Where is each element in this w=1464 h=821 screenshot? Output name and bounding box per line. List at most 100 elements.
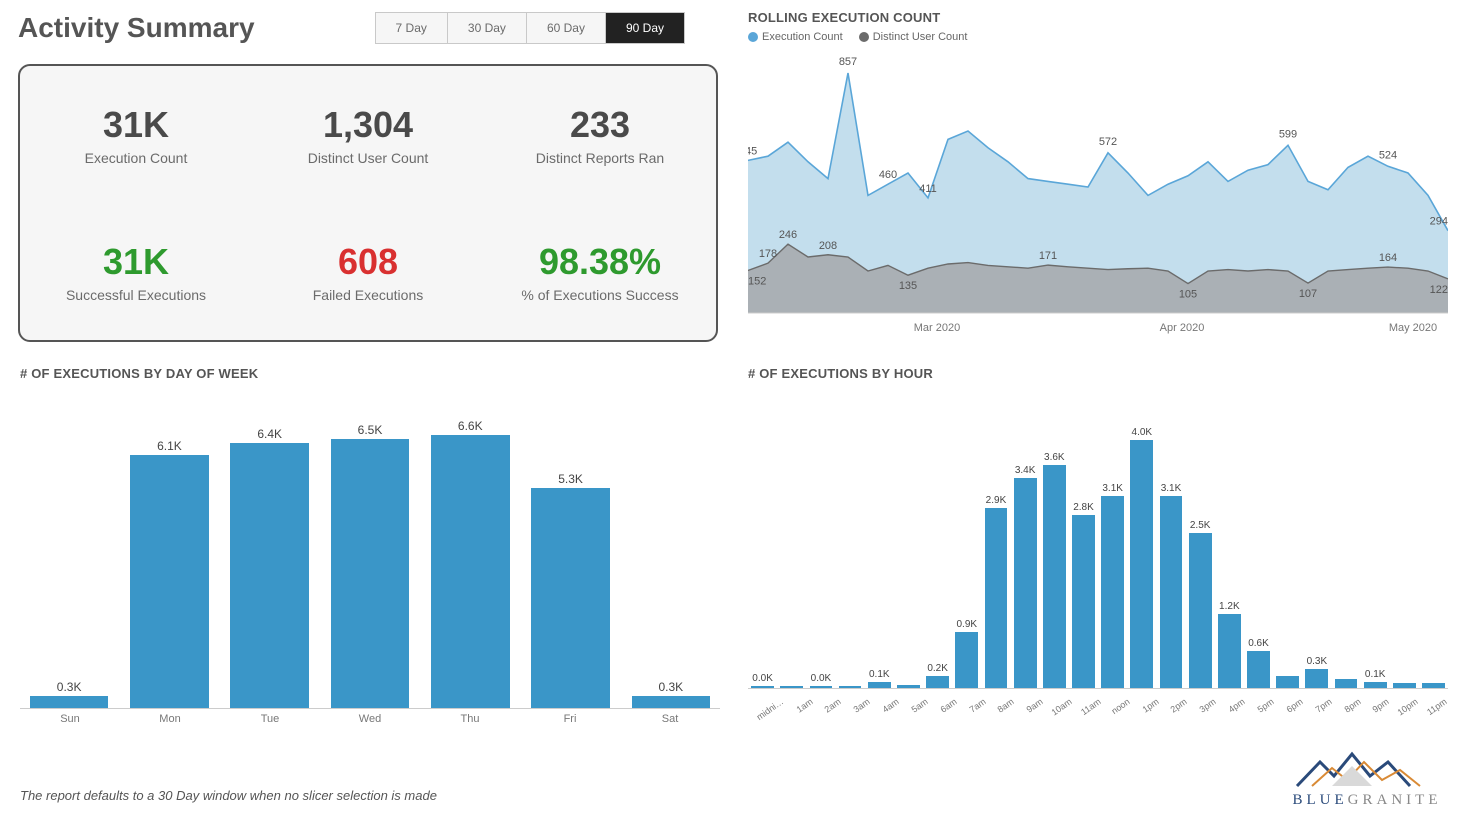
executions-by-day-chart: 0.3K6.1K6.4K6.5K6.6K5.3K0.3K xyxy=(20,399,720,709)
logo-mountains-icon xyxy=(1292,748,1442,794)
svg-text:599: 599 xyxy=(1279,128,1297,140)
hour-bar-6pm xyxy=(1273,674,1302,688)
hour-bar-3pm: 2.5K xyxy=(1186,520,1215,688)
kpi-label: Failed Executions xyxy=(313,287,424,303)
kpi-label: Distinct Reports Ran xyxy=(536,150,664,166)
svg-text:178: 178 xyxy=(759,248,777,260)
hour-bar-1pm: 4.0K xyxy=(1127,427,1156,688)
dow-bar-tue: 6.4K xyxy=(221,427,319,708)
executions-by-hour-chart: 0.0K0.0K0.1K0.2K0.9K2.9K3.4K3.6K2.8K3.1K… xyxy=(748,399,1448,689)
dow-label: Sat xyxy=(620,713,720,727)
dow-bar-sun: 0.3K xyxy=(20,680,118,708)
hour-bar-4pm: 1.2K xyxy=(1215,601,1244,688)
dow-label: Mon xyxy=(120,713,220,727)
hour-bar-10pm xyxy=(1390,681,1419,688)
hour-bar-5am xyxy=(894,683,923,688)
svg-text:545: 545 xyxy=(748,145,757,157)
hour-bar-8pm xyxy=(1331,677,1360,688)
svg-text:122: 122 xyxy=(1430,284,1448,296)
dow-label: Thu xyxy=(420,713,520,727)
hour-bar-9pm: 0.1K xyxy=(1361,669,1390,688)
dow-label: Fri xyxy=(520,713,620,727)
svg-text:Mar 2020: Mar 2020 xyxy=(914,322,960,334)
kpi-value: 31K xyxy=(103,104,169,146)
hour-bar-11pm xyxy=(1419,681,1448,688)
report-footnote: The report defaults to a 30 Day window w… xyxy=(20,788,437,803)
svg-text:294: 294 xyxy=(1430,216,1448,228)
dow-label: Sun xyxy=(20,713,120,727)
hour-bar-3am xyxy=(836,684,865,688)
hour-bar-2am: 0.0K xyxy=(806,673,835,688)
hour-label: midni… xyxy=(755,693,798,732)
tab-30-day[interactable]: 30 Day xyxy=(448,13,527,43)
rolling-chart-title: ROLLING EXECUTION COUNT xyxy=(748,10,1448,25)
tab-60-day[interactable]: 60 Day xyxy=(527,13,606,43)
svg-text:Apr 2020: Apr 2020 xyxy=(1160,322,1205,334)
kpi-successful-executions: 31K Successful Executions xyxy=(20,203,252,340)
hour-bar-11am: 2.8K xyxy=(1069,502,1098,688)
svg-text:246: 246 xyxy=(779,229,797,241)
dow-bar-thu: 6.6K xyxy=(421,419,519,708)
kpi-value: 608 xyxy=(338,241,398,283)
kpi-value: 98.38% xyxy=(539,241,661,283)
page-title: Activity Summary xyxy=(18,12,255,44)
hour-label: 11pm xyxy=(1424,693,1460,728)
kpi-label: Distinct User Count xyxy=(308,150,429,166)
hour-bar-7am: 0.9K xyxy=(952,619,981,688)
svg-text:857: 857 xyxy=(839,56,857,68)
hour-chart-title: # OF EXECUTIONS BY HOUR xyxy=(748,366,1448,381)
kpi-label: % of Executions Success xyxy=(521,287,678,303)
svg-text:208: 208 xyxy=(819,240,837,252)
hour-bar-1am xyxy=(777,684,806,688)
hour-bar-midni: 0.0K xyxy=(748,673,777,688)
dow-chart-title: # OF EXECUTIONS BY DAY OF WEEK xyxy=(20,366,720,381)
hour-bar-6am: 0.2K xyxy=(923,663,952,688)
svg-text:May 2020: May 2020 xyxy=(1389,322,1437,334)
rolling-execution-chart: Mar 2020 Apr 2020 May 2020 545 857 460 411 572 5… xyxy=(748,47,1448,337)
tab-90-day[interactable]: 90 Day xyxy=(606,13,684,43)
dow-bar-mon: 6.1K xyxy=(120,439,218,708)
time-range-tabs: 7 Day30 Day60 Day90 Day xyxy=(375,12,685,44)
legend-item: Execution Count xyxy=(748,31,843,43)
svg-text:460: 460 xyxy=(879,169,897,181)
bluegranite-logo: BLUEGRANITE xyxy=(1292,748,1442,809)
dow-label: Tue xyxy=(220,713,320,727)
kpi-value: 1,304 xyxy=(323,104,413,146)
kpi-value: 31K xyxy=(103,241,169,283)
dow-bar-sat: 0.3K xyxy=(622,680,720,708)
kpi-distinct-reports-ran: 233 Distinct Reports Ran xyxy=(484,66,716,203)
svg-text:524: 524 xyxy=(1379,149,1397,161)
tab-7-day[interactable]: 7 Day xyxy=(376,13,448,43)
kpi-execution-count: 31K Execution Count xyxy=(20,66,252,203)
svg-text:152: 152 xyxy=(748,275,766,287)
kpi-distinct-user-count: 1,304 Distinct User Count xyxy=(252,66,484,203)
svg-text:572: 572 xyxy=(1099,136,1117,148)
svg-text:164: 164 xyxy=(1379,252,1397,264)
kpi-summary-card: 31K Execution Count 1,304 Distinct User Cou… xyxy=(18,64,718,342)
hour-bar-8am: 2.9K xyxy=(981,495,1010,688)
svg-text:411: 411 xyxy=(919,183,937,195)
kpi-label: Successful Executions xyxy=(66,287,206,303)
svg-text:171: 171 xyxy=(1039,250,1057,262)
hour-bar-4am: 0.1K xyxy=(865,669,894,688)
dow-bar-wed: 6.5K xyxy=(321,423,419,708)
kpi-label: Execution Count xyxy=(85,150,188,166)
legend-item: Distinct User Count xyxy=(859,31,968,43)
hour-bar-2pm: 3.1K xyxy=(1156,483,1185,688)
kpi-failed-executions: 608 Failed Executions xyxy=(252,203,484,340)
svg-text:135: 135 xyxy=(899,280,917,292)
logo-text-blue: BLUE xyxy=(1293,792,1348,808)
rolling-chart-legend: Execution Count Distinct User Count xyxy=(748,31,1448,43)
dow-label: Wed xyxy=(320,713,420,727)
svg-text:107: 107 xyxy=(1299,288,1317,300)
hour-bar-noon: 3.1K xyxy=(1098,483,1127,688)
hour-bar-7pm: 0.3K xyxy=(1302,656,1331,688)
hour-bar-9am: 3.4K xyxy=(1011,465,1040,688)
kpi--of-executions-success: 98.38% % of Executions Success xyxy=(484,203,716,340)
hour-bar-10am: 3.6K xyxy=(1040,452,1069,688)
dow-bar-fri: 5.3K xyxy=(521,472,619,708)
hour-bar-5pm: 0.6K xyxy=(1244,638,1273,688)
svg-text:105: 105 xyxy=(1179,289,1197,301)
kpi-value: 233 xyxy=(570,104,630,146)
logo-text-gray: GRANITE xyxy=(1348,792,1442,808)
